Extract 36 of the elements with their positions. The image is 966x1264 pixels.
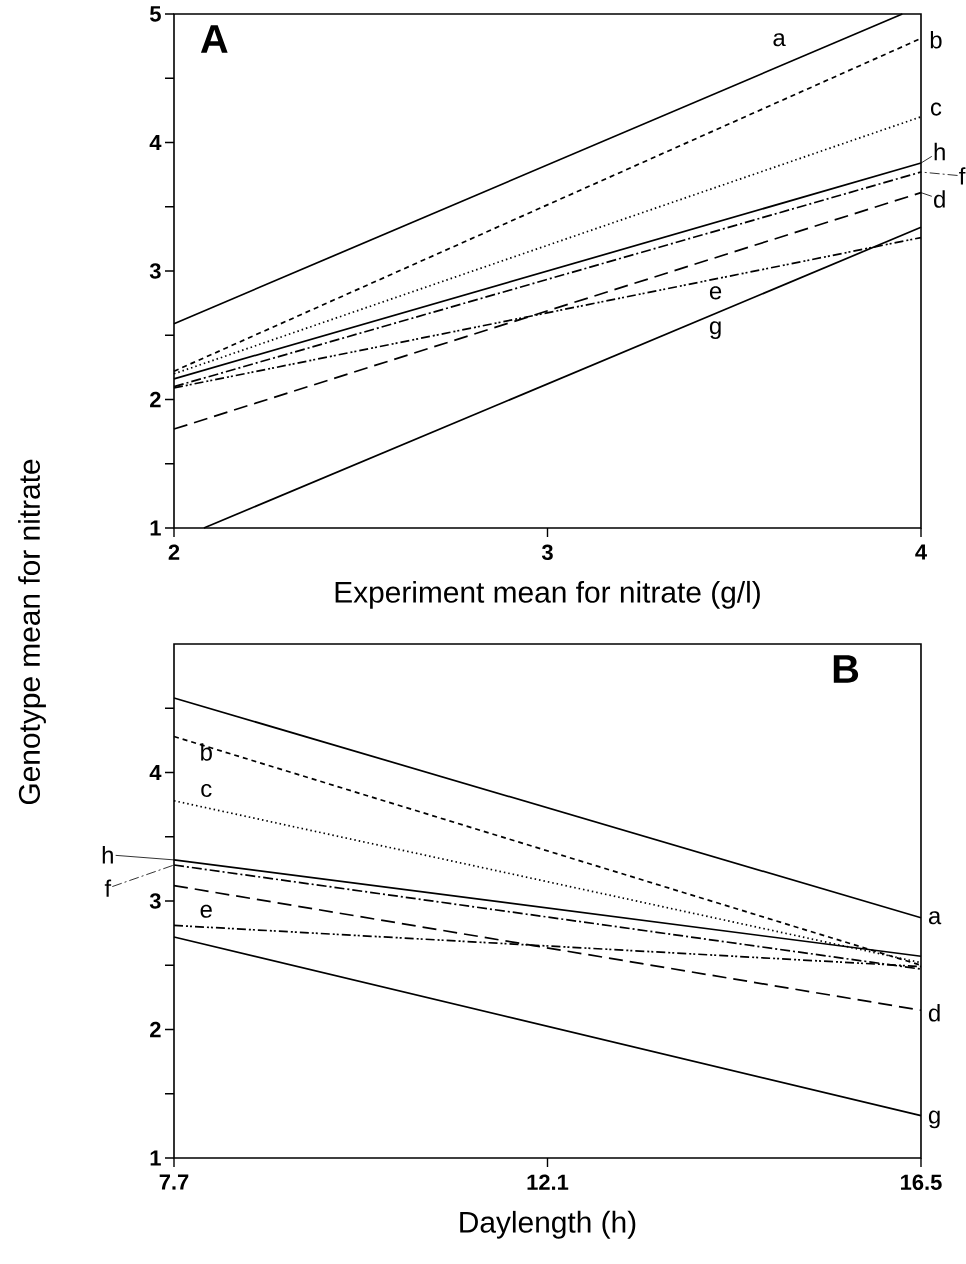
y-tick-label: 2 <box>149 391 161 408</box>
y-tick-label: 1 <box>150 520 161 536</box>
y-tick-label: 1 <box>150 1150 161 1166</box>
y-tick-label: 4 <box>149 134 162 151</box>
y-tick-label: 3 <box>149 263 161 279</box>
y-tick-label: 2 <box>149 1021 161 1038</box>
series-label: e <box>200 904 212 918</box>
series-label: b <box>930 30 942 49</box>
series-label: e <box>709 286 721 300</box>
legend-label: f <box>958 167 966 185</box>
x-axis-title: Daylength (h) <box>460 1210 636 1239</box>
x-tick-label: 16.5 <box>900 1174 942 1191</box>
x-tick-label: 3 <box>541 544 553 561</box>
legend-label: d <box>933 190 945 208</box>
x-tick-label: 7.7 <box>159 1174 189 1190</box>
y-tick-label: 5 <box>149 6 161 22</box>
series-label: g <box>709 321 721 340</box>
chart-title: B <box>833 655 858 683</box>
series-label: b <box>200 743 212 761</box>
chart-title: A <box>200 25 228 53</box>
x-axis-title: Experiment mean for nitrate (g/l) <box>335 580 760 609</box>
y-tick-label: 4 <box>149 764 162 781</box>
x-tick-label: 4 <box>915 544 927 560</box>
y-tick-label: 3 <box>149 893 161 909</box>
y-axis-title: Genotype mean for nitrate <box>17 459 46 805</box>
legend-label: f <box>104 879 111 897</box>
series-label: a <box>773 33 786 47</box>
legend-label: h <box>102 846 113 864</box>
series-label: c <box>201 783 212 798</box>
x-tick-label: 2 <box>168 544 180 560</box>
series-label: c <box>930 102 942 116</box>
series-label: g <box>928 1110 940 1129</box>
series-label: a <box>928 911 942 925</box>
x-tick-label: 12.1 <box>527 1174 569 1190</box>
series-label: d <box>928 1004 940 1022</box>
legend-label: h <box>934 142 945 161</box>
